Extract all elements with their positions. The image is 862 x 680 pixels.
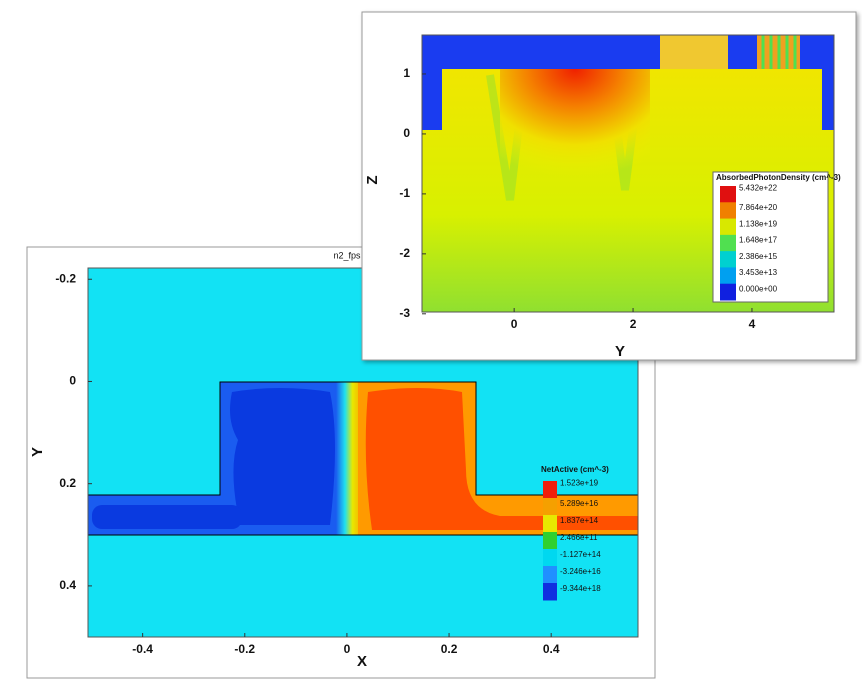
plot-frame [421, 34, 835, 313]
colorbar-swatch [543, 498, 557, 516]
colorbar-swatch [720, 186, 736, 203]
colorbar-label: -1.127e+14 [560, 550, 601, 559]
y-axis-label: Z [364, 175, 381, 184]
y-tick-label: 0 [69, 374, 76, 388]
colorbar-label: 1.523e+19 [560, 479, 599, 488]
colorbar-swatch [543, 566, 557, 584]
colorbar-label: 1.837e+14 [560, 516, 599, 525]
colorbar-label: -9.344e+18 [560, 584, 601, 593]
colorbar-label: 3.453e+13 [739, 268, 778, 277]
x-tick-label: 0 [511, 317, 518, 331]
region [92, 505, 242, 529]
colorbar-title: AbsorbedPhotonDensity (cm^-3) [716, 173, 841, 182]
colorbar-swatch [720, 234, 736, 252]
colorbar-label: 0.000e+00 [739, 285, 778, 294]
region [365, 388, 638, 530]
colorbar-swatch [543, 515, 557, 533]
x-tick-label: 4 [749, 317, 756, 331]
colorbar-swatch [543, 583, 557, 601]
x-tick-label: 0.2 [441, 642, 458, 656]
colorbar-label: 5.432e+22 [739, 184, 778, 193]
colorbar-swatch [720, 267, 736, 285]
x-axis-label: Y [615, 343, 625, 360]
colorbar-swatch [543, 549, 557, 567]
y-tick-label: 0.4 [59, 578, 76, 592]
colorbar-label: -3.246e+16 [560, 567, 601, 576]
x-axis-label: X [357, 653, 367, 670]
x-tick-label: -0.2 [234, 642, 255, 656]
panel-photon [361, 11, 857, 361]
y-tick-label: -1 [399, 186, 410, 200]
colorbar-swatch [543, 532, 557, 550]
colorbar-label: 1.138e+19 [739, 219, 778, 228]
colorbar-label: 2.466e+11 [560, 533, 598, 542]
region [761, 35, 797, 69]
colorbar-swatch [720, 283, 736, 301]
colorbar-label: 1.648e+17 [739, 236, 778, 245]
colorbar-title: NetActive (cm^-3) [541, 465, 609, 474]
colorbar-label: 7.864e+20 [739, 203, 778, 212]
chart-title: n2_fps [333, 250, 361, 260]
y-tick-label: 0.2 [59, 476, 76, 490]
colorbar-swatch [720, 218, 736, 236]
x-tick-label: 0 [344, 642, 351, 656]
x-tick-label: 0.4 [543, 642, 560, 656]
colorbar-swatch [720, 251, 736, 268]
y-tick-label: -2 [399, 246, 410, 260]
y-tick-label: -3 [399, 306, 410, 320]
region [230, 388, 335, 525]
y-tick-label: 0 [403, 126, 410, 140]
region [500, 69, 650, 189]
y-tick-label: 1 [403, 66, 410, 80]
x-tick-label: 2 [630, 317, 637, 331]
colorbar-label: 5.289e+16 [560, 499, 599, 508]
colorbar-label: 2.386e+15 [739, 252, 778, 261]
y-tick-label: -0.2 [55, 271, 76, 285]
y-axis-label: Y [29, 447, 46, 457]
x-tick-label: -0.4 [132, 642, 153, 656]
colorbar-swatch [543, 481, 557, 499]
region [660, 35, 728, 69]
colorbar-swatch [720, 202, 736, 220]
